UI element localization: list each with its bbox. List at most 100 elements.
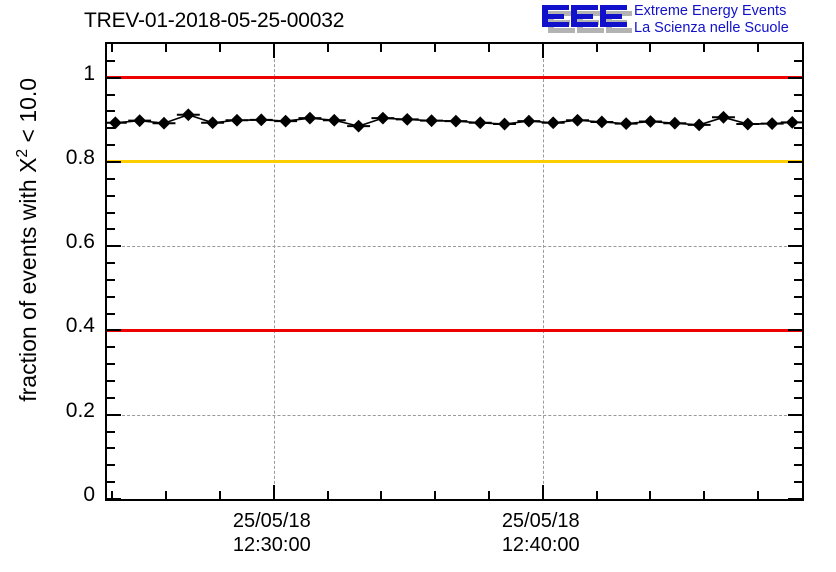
y-axis-minor-tick <box>106 127 115 130</box>
y-axis-minor-tick-right <box>794 312 803 315</box>
y-axis-minor-tick-right <box>794 59 803 62</box>
data-point-marker <box>376 111 390 125</box>
data-point-marker <box>522 114 536 128</box>
data-series <box>107 108 802 133</box>
data-point-marker <box>644 115 657 128</box>
data-point-marker <box>352 119 365 133</box>
eee-logo-line1: Extreme Energy Events <box>634 3 787 19</box>
data-point-marker <box>546 116 560 130</box>
y-axis-minor-tick <box>106 447 115 450</box>
y-tick-label: 1 <box>83 61 95 85</box>
x-axis-major-tick <box>272 485 275 500</box>
y-tick-label: 0.2 <box>65 398 95 422</box>
plot-frame <box>105 42 804 501</box>
data-point-marker <box>425 114 438 128</box>
y-axis-major-tick-right <box>788 160 803 163</box>
y-axis-title-suffix: < 10.0 <box>14 77 41 149</box>
y-tick-label: 0.8 <box>65 145 95 169</box>
x-axis-minor-tick <box>434 491 437 500</box>
horizontal-gridline <box>107 246 802 248</box>
reference-line-yellow-warning-limit <box>107 160 802 164</box>
y-axis-minor-tick-right <box>794 363 803 366</box>
x-tick-label-date: 25/05/18 <box>501 510 580 532</box>
x-axis-major-tick <box>541 485 544 500</box>
y-axis-minor-tick <box>106 312 115 315</box>
vertical-gridline <box>542 44 544 499</box>
y-axis-minor-tick-right <box>794 464 803 467</box>
x-axis-major-tick-top <box>272 43 275 58</box>
eee-logo-line2: La Scienza nelle Scuole <box>634 20 789 36</box>
plot-area <box>107 44 802 499</box>
data-point-marker <box>181 108 195 122</box>
eee-logo-text: Extreme Energy Events La Scienza nelle S… <box>634 3 834 37</box>
x-axis-minor-tick <box>649 491 652 500</box>
data-point-marker <box>571 113 584 127</box>
data-point-marker <box>717 110 730 124</box>
y-axis-minor-tick-right <box>794 295 803 298</box>
x-axis-minor-tick <box>380 491 383 500</box>
x-axis-minor-tick-top <box>595 43 598 52</box>
x-tick-label-time: 12:30:00 <box>232 534 311 556</box>
y-axis-minor-tick <box>106 59 115 62</box>
x-axis-minor-tick-top <box>703 43 706 52</box>
page-title: TREV-01-2018-05-25-00032 <box>84 9 345 32</box>
x-axis-minor-tick-top <box>434 43 437 52</box>
reference-line-lower-red-limit <box>107 328 802 332</box>
y-axis-minor-tick <box>106 396 115 399</box>
y-axis-minor-tick-right <box>794 127 803 130</box>
x-axis-minor-tick <box>703 491 706 500</box>
y-axis-major-tick-right <box>788 329 803 332</box>
x-axis-minor-tick-top <box>380 43 383 52</box>
data-point-marker <box>206 116 220 130</box>
y-axis-minor-tick <box>106 93 115 96</box>
y-axis-major-tick-right <box>788 245 803 248</box>
eee-logo-mark <box>542 5 632 33</box>
data-point-marker <box>498 117 511 131</box>
y-axis-minor-tick-right <box>794 194 803 197</box>
y-axis-minor-tick-right <box>794 278 803 281</box>
y-axis-major-tick-right <box>788 413 803 416</box>
y-axis-major-tick <box>106 498 121 500</box>
y-axis-minor-tick <box>106 262 115 265</box>
y-axis-minor-tick-right <box>794 211 803 214</box>
x-axis-minor-tick <box>487 491 490 500</box>
data-point-marker <box>133 114 147 128</box>
y-axis-minor-tick <box>106 363 115 366</box>
y-axis-minor-tick <box>106 430 115 433</box>
y-tick-label: 0.6 <box>65 230 95 254</box>
data-point-marker <box>327 113 341 127</box>
y-axis-minor-tick-right <box>794 110 803 113</box>
y-axis-minor-tick-right <box>794 144 803 147</box>
y-axis-minor-tick-right <box>794 396 803 399</box>
x-axis-minor-tick-top <box>165 43 168 52</box>
x-axis-minor-tick <box>756 491 759 500</box>
x-axis-minor-tick-top <box>649 43 652 52</box>
y-tick-label: 0.4 <box>65 314 95 338</box>
x-axis-minor-tick-top <box>326 43 329 52</box>
y-axis-minor-tick <box>106 211 115 214</box>
data-point-marker <box>449 114 463 128</box>
y-axis-major-tick-right <box>788 76 803 79</box>
y-axis-minor-tick-right <box>794 93 803 96</box>
x-axis-minor-tick <box>326 491 329 500</box>
x-axis-minor-tick-top <box>756 43 759 52</box>
y-axis-minor-tick <box>106 110 115 113</box>
y-axis-major-tick <box>106 245 121 248</box>
x-axis-minor-tick-top <box>487 43 490 52</box>
data-point-marker <box>108 116 122 130</box>
y-axis-minor-tick <box>106 295 115 298</box>
data-point-marker <box>765 117 779 131</box>
y-axis-major-tick <box>106 413 121 416</box>
x-axis-minor-tick <box>595 491 598 500</box>
data-point-marker <box>279 114 293 128</box>
y-axis-minor-tick <box>106 346 115 349</box>
y-axis-minor-tick <box>106 144 115 147</box>
y-axis-minor-tick-right <box>794 228 803 231</box>
x-tick-label-time: 12:40:00 <box>501 534 580 556</box>
x-axis-minor-tick-top <box>219 43 221 52</box>
data-point-marker <box>619 117 633 131</box>
data-point-marker <box>741 117 755 131</box>
reference-line-upper-red-limit <box>107 76 802 80</box>
y-axis-minor-tick-right <box>794 447 803 450</box>
